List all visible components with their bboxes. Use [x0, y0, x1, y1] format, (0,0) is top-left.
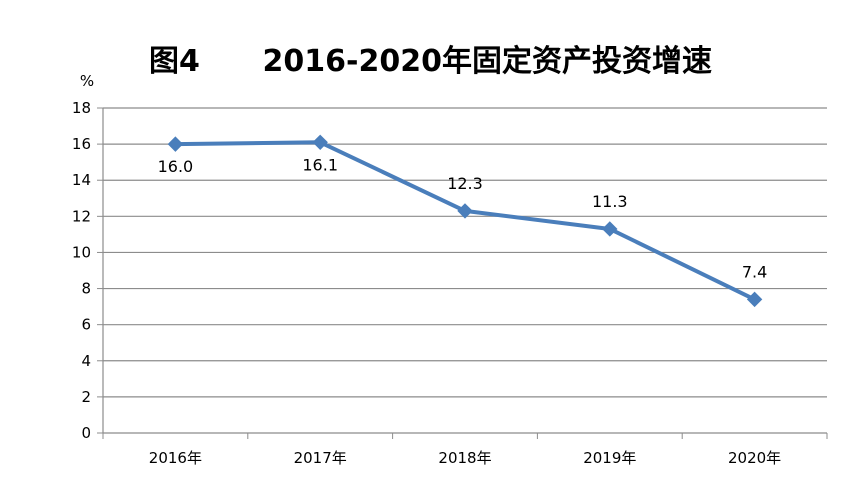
data-point-marker [602, 221, 618, 237]
gridlines [103, 107, 827, 398]
x-tick-labels: 2016年 2017年 2018年 2019年 2020年 [149, 449, 781, 467]
data-point-marker [746, 291, 763, 308]
y-tick-label: 0 [81, 424, 91, 442]
chart-title: 图4 2016-2020年固定资产投资增速 [149, 44, 712, 79]
x-tick-label: 2019年 [583, 449, 636, 467]
series-line [173, 140, 757, 302]
x-tick-label: 2017年 [294, 449, 347, 467]
x-tick-label: 2020年 [728, 449, 781, 467]
data-label: 12.3 [447, 174, 483, 193]
data-point-marker [167, 136, 184, 152]
y-tick-label: 8 [81, 280, 91, 298]
x-tick-label: 2018年 [438, 449, 491, 467]
y-axis-unit-label: % [80, 72, 94, 90]
y-tick-label: 12 [72, 207, 91, 225]
data-label: 7.4 [742, 262, 767, 281]
y-tick-label: 16 [72, 135, 91, 153]
y-tick-label: 2 [81, 388, 91, 406]
y-tick-label: 18 [72, 99, 91, 117]
data-labels: 16.0 16.1 12.3 11.3 7.4 [158, 155, 768, 281]
axes [97, 107, 828, 439]
data-point-marker [312, 134, 328, 151]
y-tick-label: 4 [81, 352, 91, 370]
y-tick-label: 10 [72, 243, 91, 261]
x-tick-label: 2016年 [149, 449, 202, 467]
data-label: 16.1 [302, 155, 338, 174]
series [167, 134, 763, 308]
data-label: 11.3 [592, 192, 628, 211]
y-tick-label: 6 [81, 316, 91, 334]
data-point-marker [457, 203, 473, 219]
y-tick-label: 14 [72, 171, 91, 189]
data-label: 16.0 [158, 157, 194, 176]
y-tick-labels: 0 2 4 6 8 10 12 14 16 18 [72, 99, 91, 442]
